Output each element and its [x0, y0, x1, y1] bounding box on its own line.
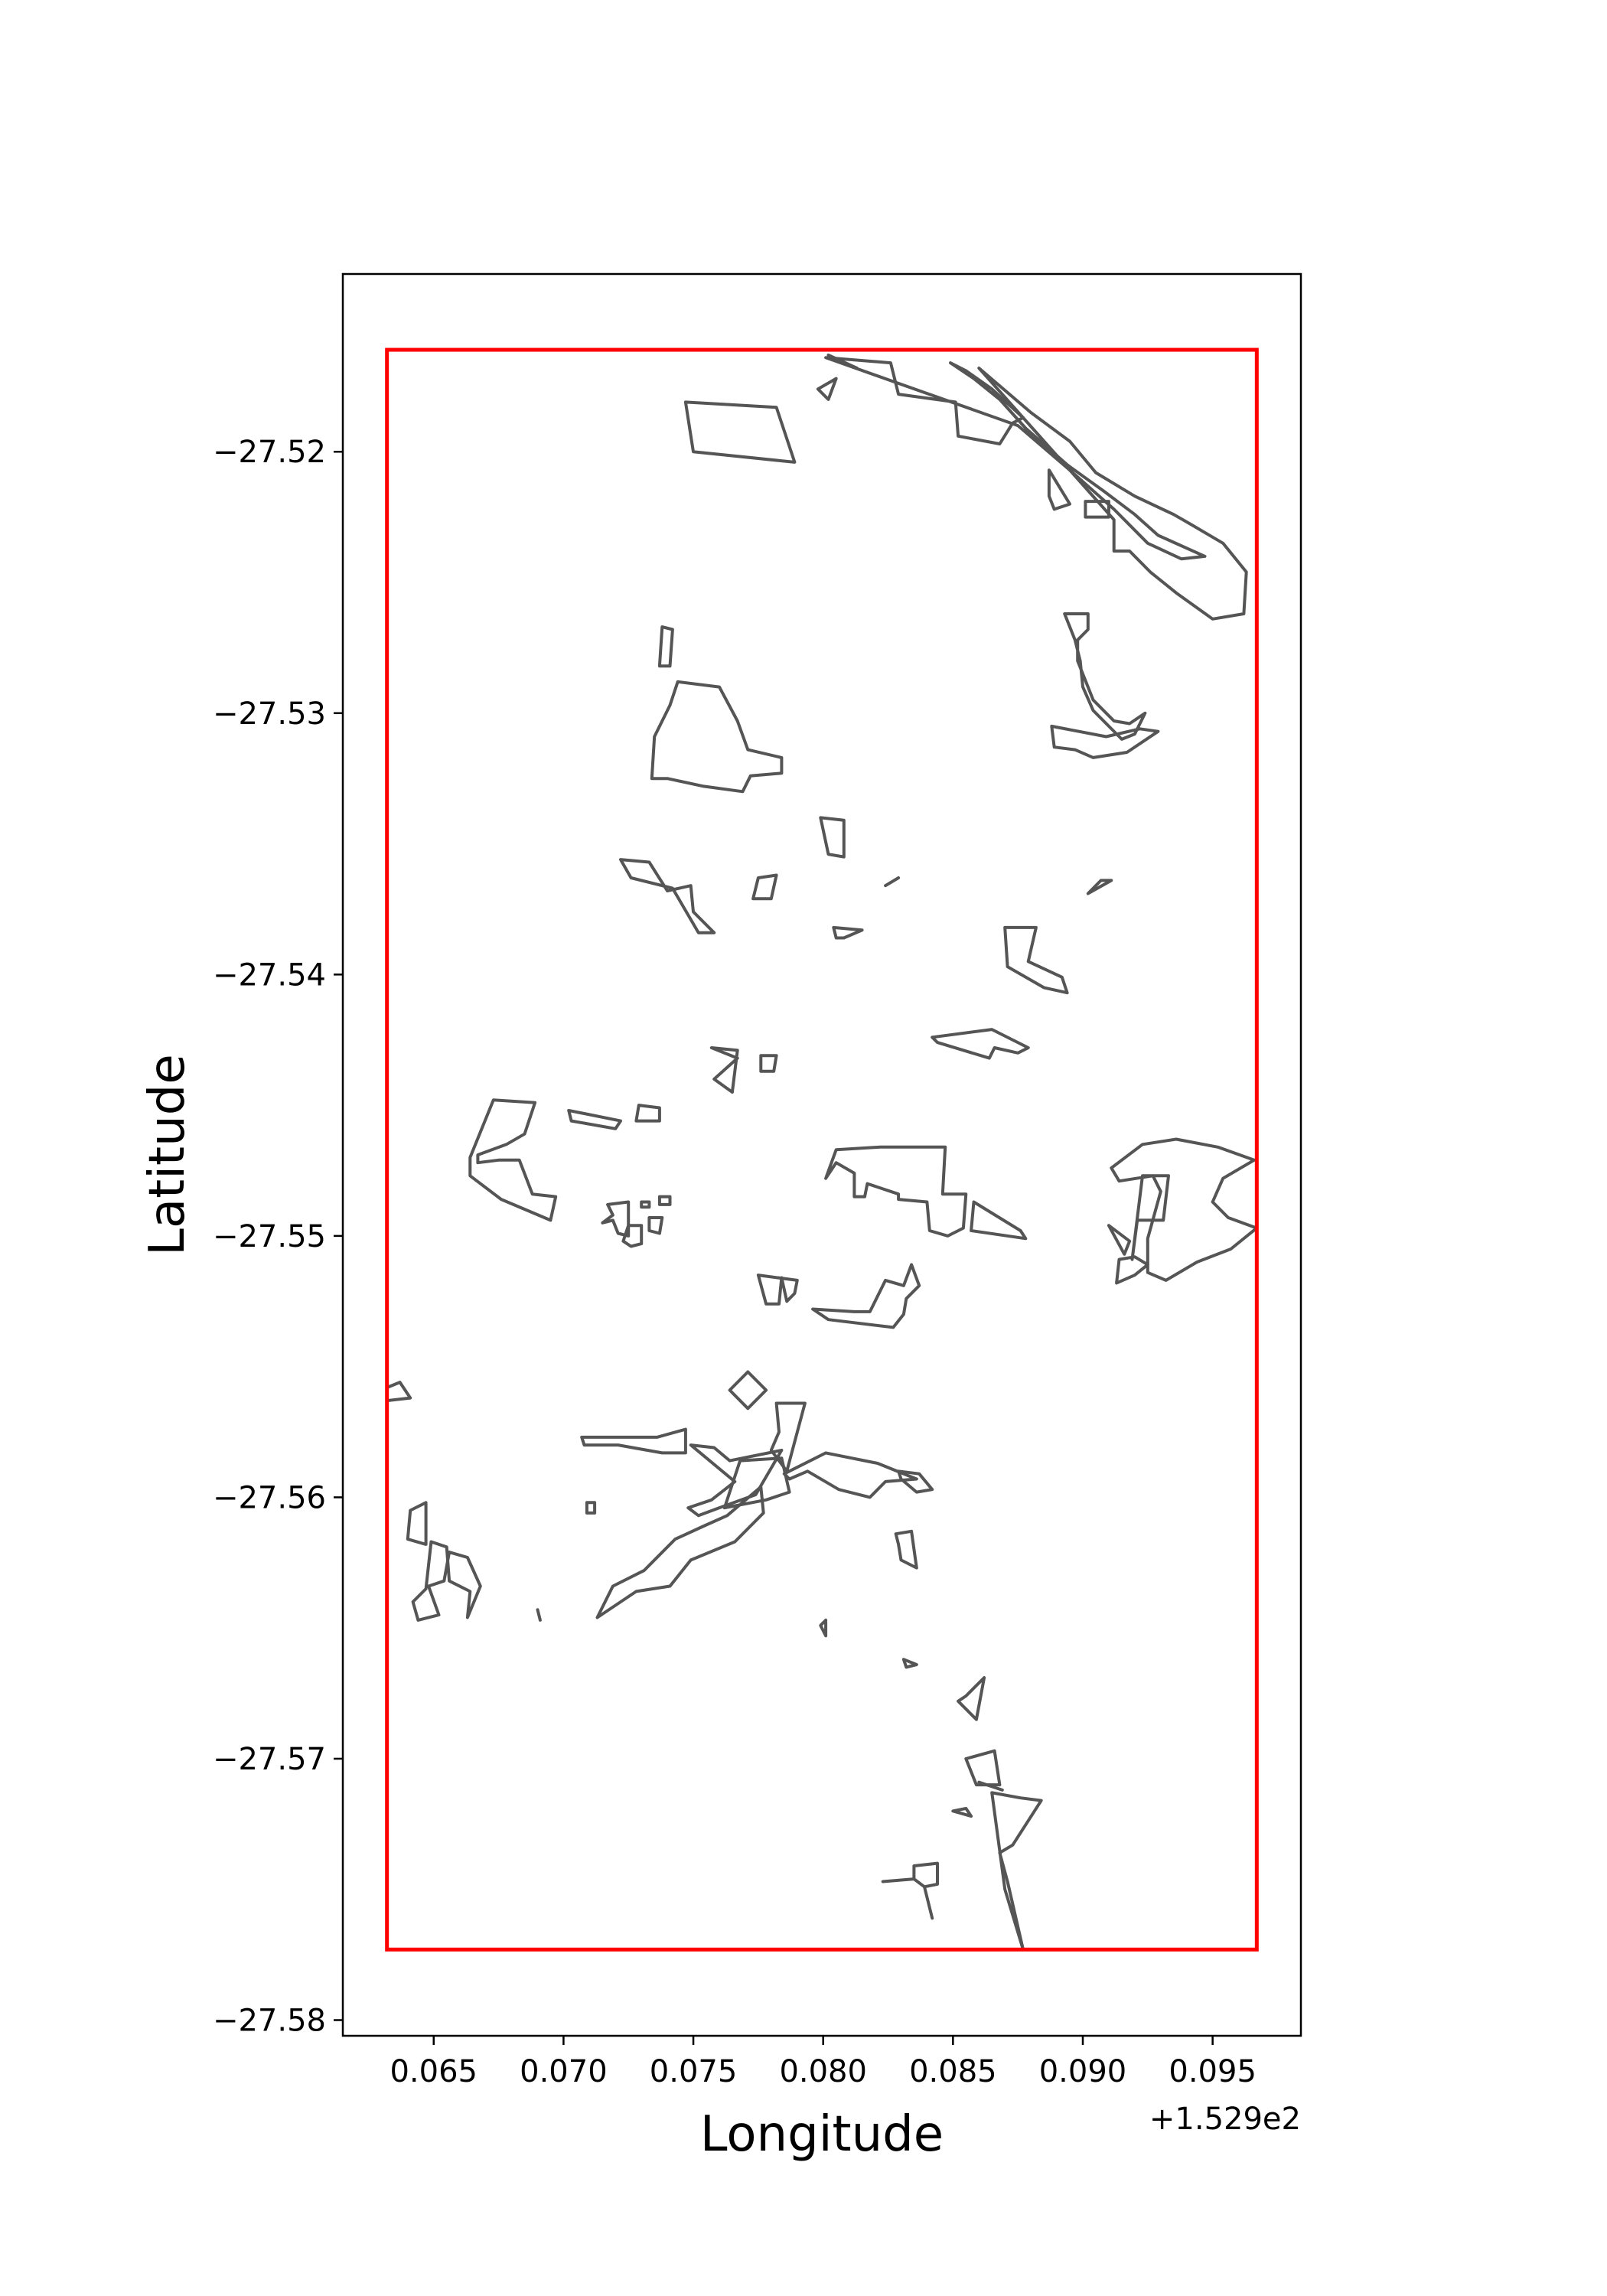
parcel-outline [923, 1885, 934, 1920]
x-tick-label: 0.080 [779, 2054, 867, 2089]
parcel-outline [468, 1098, 558, 1222]
parcel-outline [977, 1780, 1004, 1792]
parcel-outline [912, 1861, 939, 1889]
parcel-outline [567, 1108, 622, 1130]
parcel-outline [621, 1224, 644, 1248]
y-tick-label: −27.57 [213, 1742, 326, 1777]
parcel-outline [824, 1145, 968, 1238]
y-axis-title: Latitude [139, 1054, 196, 1255]
parcel-outline [1115, 1255, 1149, 1285]
parcel-outline [970, 1200, 1028, 1241]
parcel-outline [819, 816, 846, 859]
bounding-box [385, 347, 1259, 1952]
parcel-outline [1050, 724, 1160, 759]
x-tick-label: 0.095 [1169, 2054, 1257, 2089]
x-tick-label: 0.085 [909, 2054, 997, 2089]
parcel-outline [957, 1676, 986, 1721]
parcel-outline [585, 1501, 597, 1515]
parcel-outline [1084, 500, 1110, 519]
parcel-outline [756, 1274, 799, 1306]
parcel-outline [657, 625, 674, 668]
parcel-outline [657, 1195, 672, 1206]
parcel-outline [1110, 1137, 1259, 1282]
parcel-outline [686, 1443, 784, 1518]
parcel-outline [881, 1877, 916, 1883]
x-tick-label: 0.090 [1039, 2054, 1127, 2089]
parcel-outline [901, 1658, 918, 1669]
parcel-outline [897, 1469, 934, 1494]
x-axis-offset-label: +1.529e2 [1149, 2102, 1301, 2137]
parcel-outline [536, 1608, 542, 1622]
parcel-outline [819, 1618, 828, 1638]
parcel-outline [782, 1451, 918, 1499]
x-axis-title: Longitude [700, 2106, 944, 2163]
parcel-outline [619, 858, 716, 934]
parcel-outline [728, 1370, 768, 1411]
parcel-outline [1130, 1174, 1170, 1261]
y-tick-label: −27.54 [213, 957, 326, 993]
y-tick-label: −27.58 [213, 2004, 326, 2039]
y-tick-label: −27.52 [213, 435, 326, 470]
x-axis-ticks: 0.065 0.070 0.075 0.080 0.085 0.090 0.095 [390, 2036, 1257, 2089]
parcel-outline [640, 1200, 651, 1209]
parcel-outline [816, 377, 838, 401]
parcel-outline [894, 1529, 918, 1570]
parcel-outline [751, 873, 778, 901]
parcel-outline [634, 1104, 661, 1123]
parcel-outline [1003, 925, 1069, 995]
parcel-outline [832, 925, 864, 940]
parcel-outline [1063, 612, 1147, 741]
parcel-outline [769, 1401, 807, 1473]
parcel-outline [931, 1028, 1030, 1060]
parcel-outline [759, 1054, 778, 1073]
parcel-outline [1047, 468, 1071, 511]
parcel-outline [977, 367, 1248, 621]
parcel-outline [811, 1263, 921, 1329]
parcel-outline [826, 353, 859, 370]
y-tick-label: −27.53 [213, 696, 326, 732]
parcel-outline [709, 1046, 739, 1094]
y-tick-label: −27.55 [213, 1219, 326, 1254]
parcel-outline [650, 680, 784, 794]
parcel-outline [1107, 1224, 1132, 1256]
parcel-outline [722, 1456, 791, 1510]
parcel-outline [595, 1485, 765, 1619]
parcel-outline [884, 876, 901, 888]
x-tick-label: 0.070 [520, 2054, 608, 2089]
parcel-outline [683, 400, 797, 464]
parcel-outline [601, 1200, 631, 1238]
y-tick-label: −27.56 [213, 1480, 326, 1515]
parcel-outline [647, 1216, 664, 1235]
parcel-outline [1086, 879, 1113, 895]
axes-frame [341, 272, 1302, 2037]
parcel-outline [824, 356, 1207, 561]
parcel-outline [580, 1427, 687, 1455]
parcel-outline [964, 1749, 1002, 1787]
parcel-outline [990, 1791, 1043, 1952]
x-tick-label: 0.065 [390, 2054, 478, 2089]
x-tick-label: 0.075 [650, 2054, 738, 2089]
parcel-outline [406, 1501, 428, 1546]
parcel-outline [411, 1540, 482, 1622]
y-axis-ticks: −27.52 −27.53 −27.54 −27.55 −27.56 −27.57 −27.… [213, 435, 343, 2039]
parcel-outline [951, 1806, 973, 1818]
